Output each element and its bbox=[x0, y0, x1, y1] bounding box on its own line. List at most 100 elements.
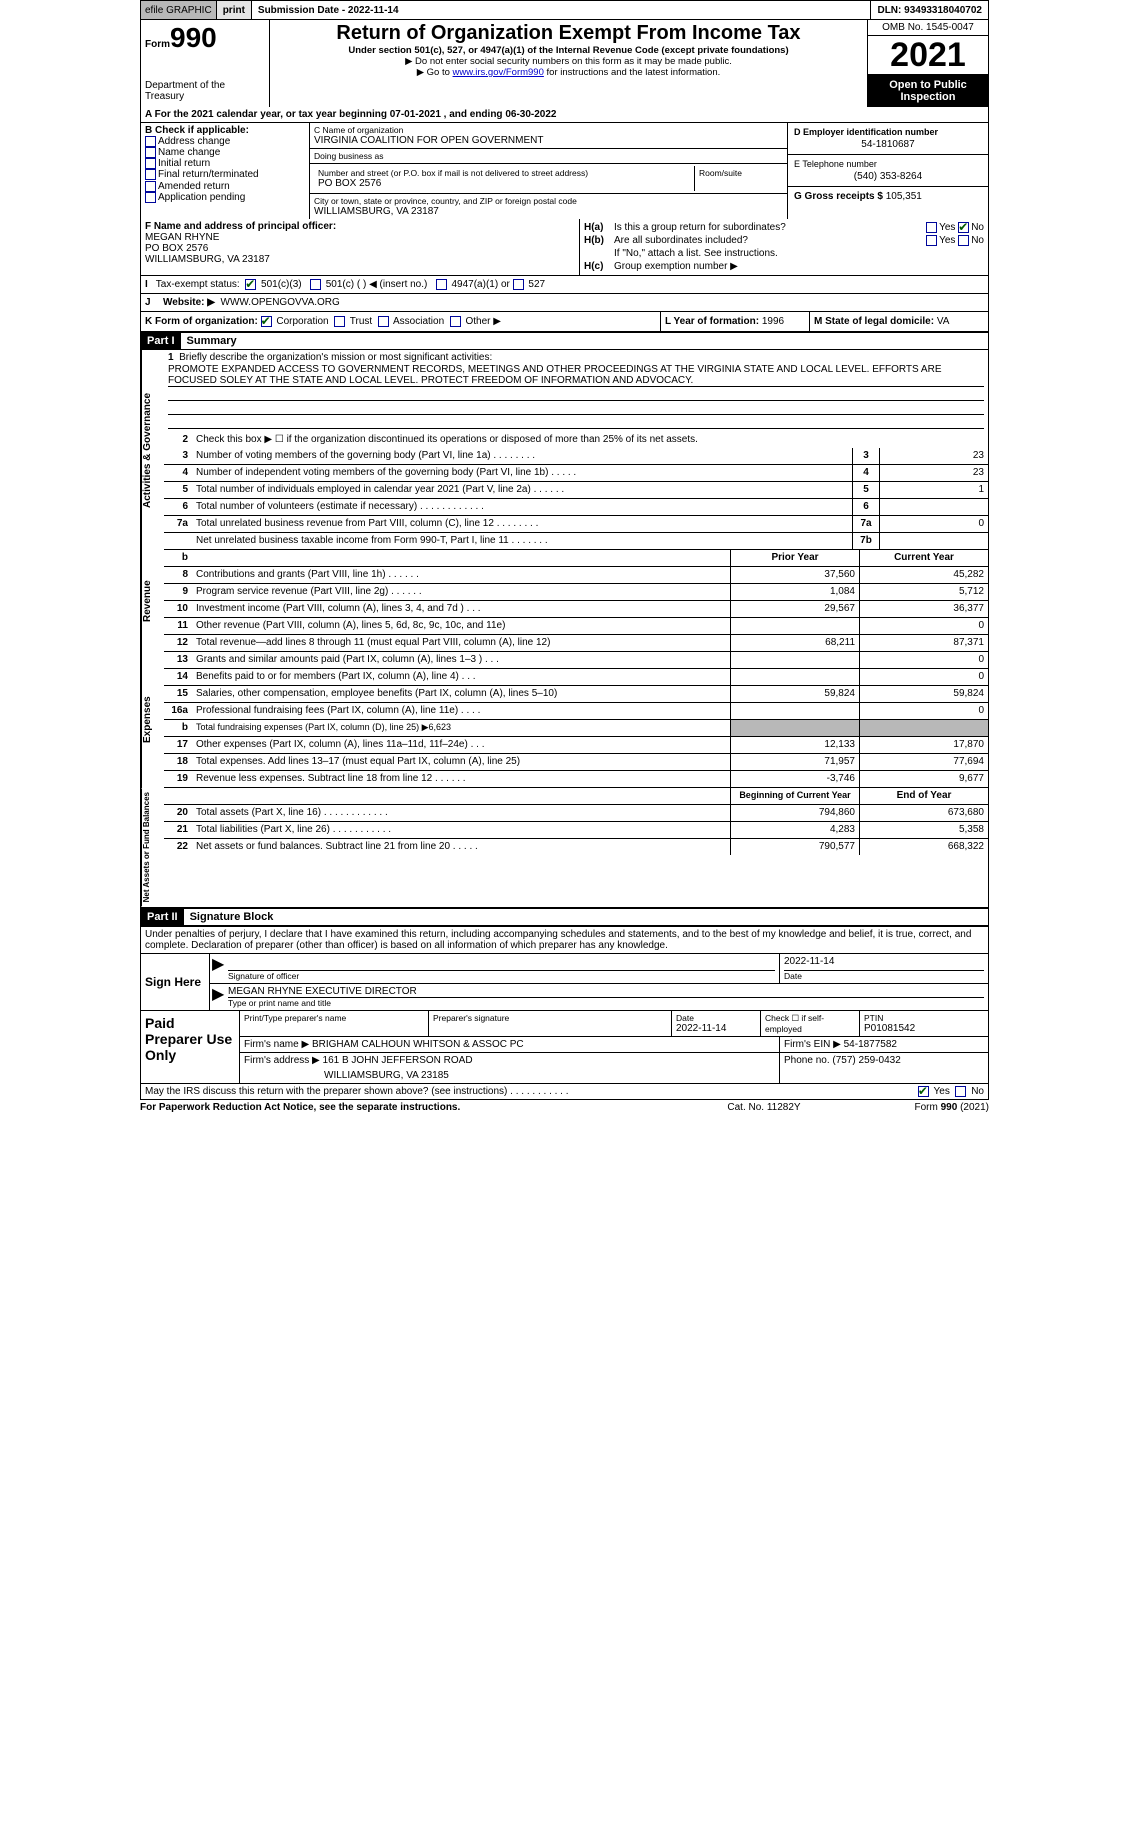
527-checkbox[interactable] bbox=[513, 279, 524, 290]
c19: 9,677 bbox=[859, 771, 988, 787]
4947-checkbox[interactable] bbox=[436, 279, 447, 290]
line-18: Total expenses. Add lines 13–17 (must eq… bbox=[192, 754, 730, 770]
discuss-row: May the IRS discuss this return with the… bbox=[140, 1084, 989, 1100]
row-i: I Tax-exempt status: 501(c)(3) 501(c) ( … bbox=[140, 276, 989, 294]
form-label: Form bbox=[145, 39, 170, 50]
line-10: Investment income (Part VIII, column (A)… bbox=[192, 601, 730, 617]
mission-text: PROMOTE EXPANDED ACCESS TO GOVERNMENT RE… bbox=[168, 364, 984, 387]
col-c: C Name of organization VIRGINIA COALITIO… bbox=[310, 123, 787, 219]
firm-name-value: BRIGHAM CALHOUN WHITSON & ASSOC PC bbox=[312, 1039, 524, 1050]
p12: 68,211 bbox=[730, 635, 859, 651]
room-label: Room/suite bbox=[699, 168, 779, 178]
arrow-icon-2: ▶ bbox=[210, 984, 224, 1010]
topbar: efile GRAPHIC print Submission Date - 20… bbox=[140, 0, 989, 20]
c9: 5,712 bbox=[859, 584, 988, 600]
c14: 0 bbox=[859, 669, 988, 685]
hc-label: H(c) bbox=[584, 261, 614, 272]
c18: 77,694 bbox=[859, 754, 988, 770]
activities-governance-block: Activities & Governance 1 Briefly descri… bbox=[141, 350, 988, 550]
line-12: Total revenue—add lines 8 through 11 (mu… bbox=[192, 635, 730, 651]
check-initial-return[interactable]: Initial return bbox=[145, 158, 305, 169]
prep-ptin-value: P01081542 bbox=[864, 1023, 984, 1034]
officer-addr1: PO BOX 2576 bbox=[145, 243, 575, 254]
gross-value: 105,351 bbox=[886, 191, 922, 202]
line-13: Grants and similar amounts paid (Part IX… bbox=[192, 652, 730, 668]
firm-name-label: Firm's name ▶ bbox=[244, 1039, 309, 1050]
firm-addr1: 161 B JOHN JEFFERSON ROAD bbox=[323, 1055, 473, 1066]
hc-text: Group exemption number ▶ bbox=[614, 261, 984, 272]
line-3: Number of voting members of the governin… bbox=[192, 448, 852, 464]
line-16a: Professional fundraising fees (Part IX, … bbox=[192, 703, 730, 719]
line-6: Total number of volunteers (estimate if … bbox=[192, 499, 852, 515]
c12: 87,371 bbox=[859, 635, 988, 651]
check-address-change[interactable]: Address change bbox=[145, 136, 305, 147]
part1-header: Part I bbox=[141, 333, 181, 349]
discuss-yes-checkbox[interactable] bbox=[918, 1086, 929, 1097]
footer: For Paperwork Reduction Act Notice, see … bbox=[140, 1100, 989, 1115]
val-4: 23 bbox=[879, 465, 988, 481]
line-11: Other revenue (Part VIII, column (A), li… bbox=[192, 618, 730, 634]
preparer-block: Paid Preparer Use Only Print/Type prepar… bbox=[140, 1011, 989, 1084]
col-d: D Employer identification number 54-1810… bbox=[787, 123, 988, 219]
ein-value: 54-1810687 bbox=[794, 137, 982, 150]
k-other-checkbox[interactable] bbox=[450, 316, 461, 327]
name-title-label: Type or print name and title bbox=[228, 998, 984, 1008]
p15: 59,824 bbox=[730, 686, 859, 702]
k-corp-checkbox[interactable] bbox=[261, 316, 272, 327]
vtab-expenses: Expenses bbox=[141, 652, 164, 788]
org-name: VIRGINIA COALITION FOR OPEN GOVERNMENT bbox=[314, 135, 783, 146]
print-button[interactable]: print bbox=[217, 1, 252, 19]
k-trust-checkbox[interactable] bbox=[334, 316, 345, 327]
ha-no-checkbox[interactable] bbox=[958, 222, 969, 233]
part2-title: Signature Block bbox=[184, 909, 280, 925]
discuss-no-checkbox[interactable] bbox=[955, 1086, 966, 1097]
irs-link[interactable]: www.irs.gov/Form990 bbox=[453, 67, 544, 78]
p10: 29,567 bbox=[730, 601, 859, 617]
ha-label: H(a) bbox=[584, 222, 614, 233]
officer-name: MEGAN RHYNE bbox=[145, 232, 575, 243]
check-name-change[interactable]: Name change bbox=[145, 147, 305, 158]
val-7a: 0 bbox=[879, 516, 988, 532]
c8: 45,282 bbox=[859, 567, 988, 583]
ha-yes-checkbox[interactable] bbox=[926, 222, 937, 233]
check-application-pending[interactable]: Application pending bbox=[145, 192, 305, 203]
org-name-label: C Name of organization bbox=[314, 125, 783, 135]
prep-ptin-label: PTIN bbox=[864, 1013, 984, 1023]
discuss-text: May the IRS discuss this return with the… bbox=[145, 1086, 918, 1097]
501c3-checkbox[interactable] bbox=[245, 279, 256, 290]
p11 bbox=[730, 618, 859, 634]
state-domicile: VA bbox=[937, 316, 950, 327]
city-value: WILLIAMSBURG, VA 23187 bbox=[314, 206, 783, 217]
paid-preparer-label: Paid Preparer Use Only bbox=[141, 1011, 240, 1083]
efile-label: efile GRAPHIC bbox=[141, 1, 217, 19]
officer-name-title: MEGAN RHYNE EXECUTIVE DIRECTOR bbox=[228, 986, 984, 998]
form-footer: Form 990 (2021) bbox=[839, 1102, 989, 1113]
check-amended-return[interactable]: Amended return bbox=[145, 181, 305, 192]
firm-addr-label: Firm's address ▶ bbox=[244, 1055, 320, 1066]
firm-addr2: WILLIAMSBURG, VA 23185 bbox=[244, 1066, 775, 1081]
form-title: Return of Organization Exempt From Incom… bbox=[274, 22, 863, 45]
subtitle-3: ▶ Go to www.irs.gov/Form990 for instruct… bbox=[274, 67, 863, 78]
vtab-net-assets: Net Assets or Fund Balances bbox=[141, 788, 164, 906]
p20: 794,860 bbox=[730, 805, 859, 821]
check-final-return[interactable]: Final return/terminated bbox=[145, 169, 305, 180]
dln-label: DLN: 93493318040702 bbox=[871, 1, 988, 19]
prep-date-value: 2022-11-14 bbox=[676, 1023, 756, 1034]
val-5: 1 bbox=[879, 482, 988, 498]
hb-no-checkbox[interactable] bbox=[958, 235, 969, 246]
c16a: 0 bbox=[859, 703, 988, 719]
dba-label: Doing business as bbox=[314, 151, 783, 161]
line-7b: Net unrelated business taxable income fr… bbox=[192, 533, 852, 549]
prep-sig-label: Preparer's signature bbox=[433, 1013, 667, 1023]
k-assoc-checkbox[interactable] bbox=[378, 316, 389, 327]
p8: 37,560 bbox=[730, 567, 859, 583]
501c-checkbox[interactable] bbox=[310, 279, 321, 290]
b-label: B Check if applicable: bbox=[145, 125, 305, 136]
hb-label: H(b) bbox=[584, 235, 614, 246]
sig-date: 2022-11-14 bbox=[784, 956, 984, 971]
net-assets-block: Net Assets or Fund Balances Beginning of… bbox=[141, 788, 988, 908]
p18: 71,957 bbox=[730, 754, 859, 770]
hb-yes-checkbox[interactable] bbox=[926, 235, 937, 246]
line-20: Total assets (Part X, line 16) . . . . .… bbox=[192, 805, 730, 821]
p9: 1,084 bbox=[730, 584, 859, 600]
